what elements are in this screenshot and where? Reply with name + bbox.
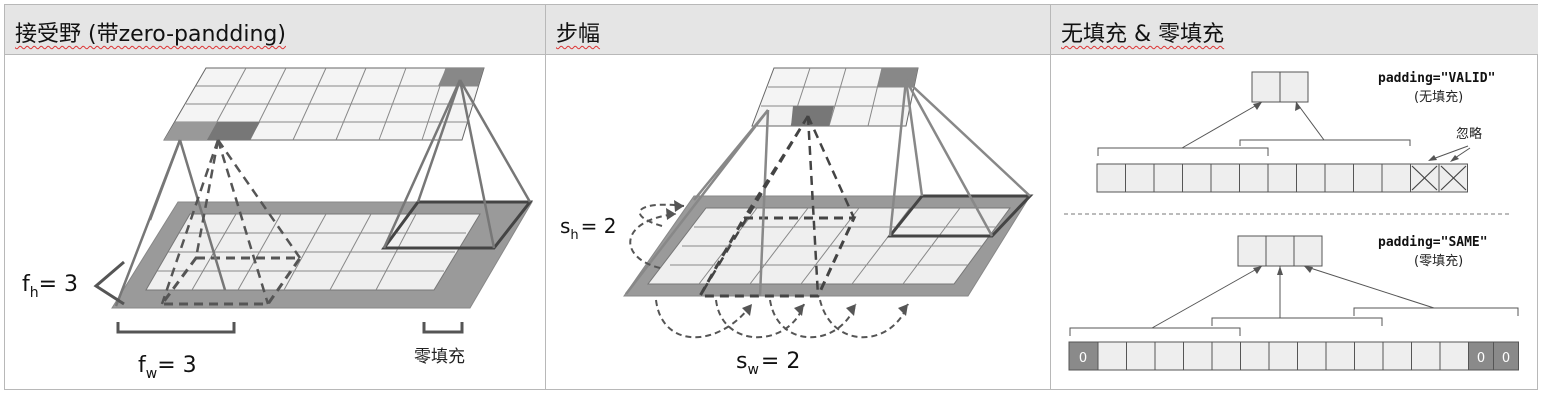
valid-input-cells xyxy=(1096,163,1468,193)
valid-arrow-heads xyxy=(1253,102,1459,162)
ignored-cell-marks xyxy=(1411,165,1467,191)
panel-header-receptive-field: 接受野 (带zero-pandding) xyxy=(5,5,545,55)
ignore-label: 忽略 xyxy=(1456,126,1482,142)
connection-lines-dashed xyxy=(160,139,302,305)
valid-window-brackets xyxy=(1097,101,1471,161)
panel-title-stride: 步幅 xyxy=(556,22,601,47)
panel-header-padding: 无填充 & 零填充 xyxy=(1051,5,1538,55)
same-arrow-heads xyxy=(1253,266,1313,275)
receptive-field-diagram xyxy=(93,67,534,334)
receptive-field-region xyxy=(159,256,303,306)
panel-divider xyxy=(1050,5,1051,389)
input-grid-lines xyxy=(670,207,996,285)
panel-divider xyxy=(545,5,546,389)
output-cell-highlight xyxy=(438,68,484,86)
arrow-heads xyxy=(666,200,908,316)
output-cell-highlight xyxy=(207,122,260,140)
panel-title-receptive-field: 接受野 (带zero-pandding) xyxy=(15,22,286,47)
sh-label: sh = 2 xyxy=(560,214,617,243)
same-input-cells xyxy=(1097,341,1469,371)
connection-lines xyxy=(114,79,532,307)
zero-pad-value: 0 xyxy=(1079,351,1087,366)
same-output-cells xyxy=(1237,235,1323,267)
same-padding-diagram xyxy=(1068,235,1519,371)
connection-lines xyxy=(625,79,1031,297)
fw-bracket xyxy=(116,322,236,334)
padding-bracket xyxy=(422,322,464,334)
panel-header-stride: 步幅 xyxy=(546,5,1050,55)
input-grid-lines xyxy=(156,213,466,291)
stride-arrows xyxy=(629,203,909,339)
panel-title-padding: 无填充 & 零填充 xyxy=(1061,22,1225,47)
zero-padding-label: 零填充 xyxy=(414,347,465,367)
same-padding-code: padding="SAME" xyxy=(1378,235,1488,250)
fw-label: fw= 3 xyxy=(138,353,197,382)
output-cell-highlight xyxy=(164,122,217,140)
fh-label: fh= 3 xyxy=(22,272,78,301)
output-cell-highlight xyxy=(791,106,834,126)
fh-bracket xyxy=(93,260,125,306)
stride-diagram xyxy=(623,67,1034,339)
zero-pad-value: 0 xyxy=(1502,351,1510,366)
valid-padding-diagram xyxy=(1096,71,1471,193)
same-padding-caption: (零填充) xyxy=(1414,253,1463,269)
valid-padding-caption: (无填充) xyxy=(1414,89,1463,105)
figure-frame: 接受野 (带zero-pandding) 步幅 无填充 & 零填充 xyxy=(4,4,1538,390)
valid-padding-code: padding="VALID" xyxy=(1378,71,1495,86)
zero-pad-cells xyxy=(1068,341,1519,371)
zero-pad-value: 0 xyxy=(1477,351,1485,366)
connection-lines-dashed xyxy=(698,115,856,297)
sw-label: sw= 2 xyxy=(736,349,800,378)
valid-output-cells xyxy=(1251,71,1309,103)
same-window-brackets xyxy=(1069,265,1519,336)
